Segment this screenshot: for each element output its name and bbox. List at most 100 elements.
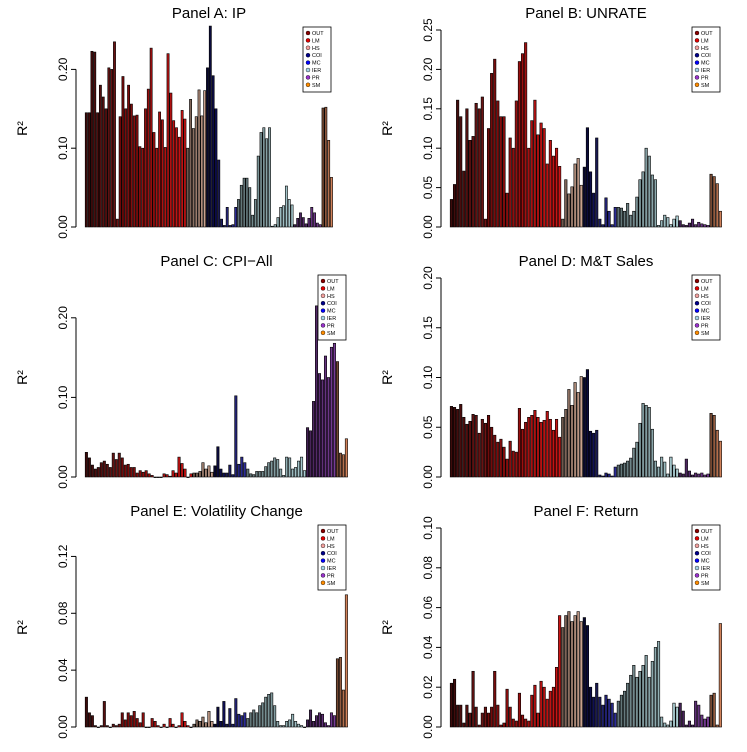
bar-pr (706, 225, 710, 228)
bar-ier (303, 726, 307, 728)
bar-ier (669, 224, 673, 228)
bar-hs (567, 193, 571, 228)
bar-lm (129, 103, 133, 228)
legend-marker (694, 278, 700, 284)
bar-sm (324, 106, 328, 228)
bar-coi (214, 108, 218, 228)
legend-marker (320, 315, 326, 321)
y-tick-label: 0.08 (421, 556, 435, 580)
bar-out (459, 404, 463, 478)
bar-lm (147, 726, 151, 728)
bar-out (93, 468, 97, 478)
bar-lm (502, 722, 506, 728)
bar-ier (285, 456, 289, 478)
bar-mc (225, 207, 229, 228)
legend-marker (694, 82, 700, 88)
bar-lm (165, 474, 169, 478)
y-tick-label: 0.20 (56, 306, 70, 330)
bar-pr (312, 401, 316, 478)
bar-mc (601, 475, 605, 478)
bar-hs (200, 115, 204, 228)
bar-out (114, 725, 118, 728)
bar-pr (326, 377, 330, 478)
bar-out (474, 102, 478, 228)
bar-mc (601, 224, 605, 228)
bar-hs (201, 716, 205, 728)
bar-ier (616, 700, 620, 728)
bar-ier (641, 403, 645, 478)
bar-mc (604, 197, 608, 228)
bar-lm (530, 415, 534, 478)
legend-marker (694, 551, 700, 556)
legend-marker (305, 38, 311, 43)
y-axis-label: R² (379, 370, 395, 385)
bar-coi (219, 721, 223, 728)
legend-marker (305, 30, 311, 36)
bar-lm (132, 467, 136, 478)
legend-box (691, 274, 721, 341)
y-axis-label: R² (379, 620, 395, 635)
bar-lm (554, 147, 559, 228)
panel-e: Panel E: Volatility Change R² 0.00 0.04 0.08… (14, 503, 348, 739)
panel-f: Panel F: Return R² 0.00 0.02 0.04 0.06 0.08 0.1… (379, 503, 722, 739)
bar-ier (279, 725, 283, 728)
bar-mc (243, 462, 247, 478)
bar-ier (632, 210, 636, 228)
bar-out (108, 726, 112, 728)
bar-pr (306, 427, 310, 478)
bar-lm (505, 192, 509, 228)
bar-lm (520, 53, 525, 228)
bar-ier (276, 721, 280, 728)
bar-out (465, 423, 469, 478)
bar-lm (120, 712, 124, 728)
bar-out (465, 704, 469, 728)
bar-mc (222, 225, 226, 228)
bar-coi (208, 25, 212, 228)
bar-ier (629, 214, 633, 228)
bar-hs (198, 471, 202, 478)
legend-label: PR (327, 573, 335, 579)
bar-out (468, 712, 472, 728)
y-tick-label: 0.20 (421, 266, 435, 290)
bar-out (90, 715, 94, 728)
bar-ier (647, 676, 651, 728)
bar-lm (127, 84, 130, 228)
bar-out (96, 726, 100, 728)
bar-pr (329, 712, 333, 728)
bar-hs (573, 382, 577, 478)
bar-mc (225, 472, 229, 478)
bar-out (96, 467, 100, 478)
bar-lm (502, 446, 506, 478)
bar-lm (183, 721, 187, 728)
bar-hs (573, 163, 577, 228)
legend-label: MC (327, 559, 336, 565)
bar-coi (582, 377, 586, 478)
bar-out (93, 51, 97, 228)
bar-hs (194, 116, 198, 228)
legend-label: IER (701, 68, 710, 74)
bar-lm (144, 470, 148, 478)
bar-lm (548, 418, 552, 478)
bar-ier (656, 225, 661, 228)
bar-pr (684, 458, 688, 478)
bar-lm (162, 723, 166, 728)
bar-out (471, 670, 475, 728)
y-tick-label: 0.00 (56, 715, 70, 739)
y-tick-label: 0.05 (421, 415, 435, 439)
bar-pr (313, 212, 316, 228)
bar-coi (588, 686, 593, 728)
bar-hs (204, 468, 208, 478)
legend-label: IER (327, 566, 336, 572)
bar-ier (632, 665, 636, 728)
bar-out (117, 452, 121, 478)
bar-lm (536, 134, 540, 228)
legend-box (317, 524, 347, 591)
bar-lm (545, 163, 549, 228)
bar-lm (499, 438, 503, 478)
bar-pr (320, 379, 324, 478)
bar-ier (653, 179, 657, 228)
legend-marker (320, 293, 326, 298)
legend-label: HS (327, 294, 335, 300)
bar-lm (514, 720, 518, 728)
